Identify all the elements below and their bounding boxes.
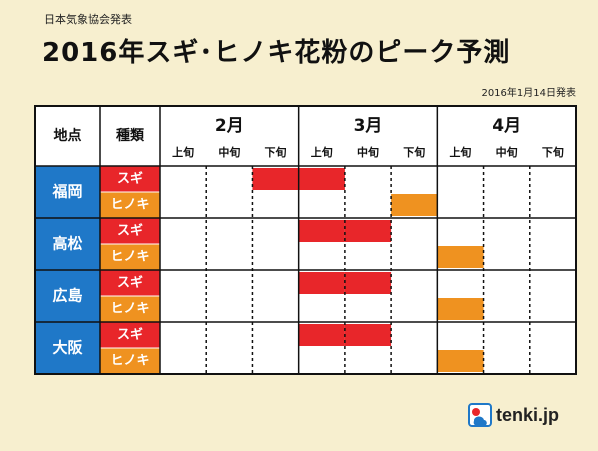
- region-cell: [35, 218, 100, 270]
- peak-bar: [298, 272, 345, 294]
- type-label: ヒノキ: [110, 250, 149, 265]
- peak-bar: [252, 168, 299, 190]
- type-label: ヒノキ: [110, 354, 149, 369]
- tenki-logo-icon: [468, 403, 492, 427]
- month-label: 3月: [354, 116, 383, 136]
- peak-bar: [298, 324, 345, 346]
- peak-bar: [344, 324, 392, 346]
- month-label: 2月: [215, 116, 244, 136]
- type-label: スギ: [117, 223, 143, 239]
- table-border: [34, 105, 577, 375]
- peak-bar: [437, 350, 484, 372]
- period-label: 下旬: [542, 145, 564, 159]
- type-label: スギ: [117, 275, 143, 291]
- peak-bar: [344, 272, 392, 294]
- type-cell: [100, 296, 160, 322]
- header-type: 種類: [116, 127, 145, 144]
- period-label: 中旬: [218, 145, 240, 159]
- region-cell: [35, 322, 100, 374]
- region-cell: [35, 166, 100, 218]
- peak-bar: [437, 246, 484, 268]
- type-cell: [100, 348, 160, 374]
- region-label: 高松: [52, 235, 82, 253]
- publisher-label: 日本気象協会発表: [44, 13, 132, 26]
- type-cell: [100, 244, 160, 270]
- type-label: ヒノキ: [110, 302, 149, 317]
- tenki-logo: tenki.jp: [468, 403, 559, 427]
- month-label: 4月: [492, 116, 521, 136]
- peak-bar: [344, 220, 392, 242]
- type-label: ヒノキ: [110, 198, 149, 213]
- release-date: 2016年1月14日発表: [481, 88, 576, 99]
- type-label: スギ: [117, 327, 143, 343]
- header-location: 地点: [54, 127, 82, 144]
- type-cell: [100, 166, 160, 192]
- region-cell: [35, 270, 100, 322]
- region-label: 福岡: [51, 183, 82, 201]
- period-label: 上旬: [449, 145, 471, 159]
- period-label: 下旬: [265, 145, 287, 159]
- peak-bar: [298, 168, 345, 190]
- region-label: 広島: [52, 287, 82, 305]
- type-cell: [100, 218, 160, 244]
- logo-text: tenki.jp: [496, 404, 560, 425]
- region-label: 大阪: [52, 339, 83, 357]
- type-cell: [100, 270, 160, 296]
- period-label: 中旬: [357, 145, 379, 159]
- type-label: スギ: [117, 171, 143, 187]
- period-label: 下旬: [403, 145, 425, 159]
- period-label: 上旬: [311, 145, 333, 159]
- type-cell: [100, 322, 160, 348]
- page-title: 2016年スギ･ヒノキ花粉のピーク予測: [42, 38, 511, 68]
- type-cell: [100, 192, 160, 218]
- peak-bar: [391, 194, 438, 216]
- peak-bar: [437, 298, 484, 320]
- period-label: 上旬: [172, 145, 194, 159]
- period-label: 中旬: [496, 145, 518, 159]
- peak-bar: [298, 220, 345, 242]
